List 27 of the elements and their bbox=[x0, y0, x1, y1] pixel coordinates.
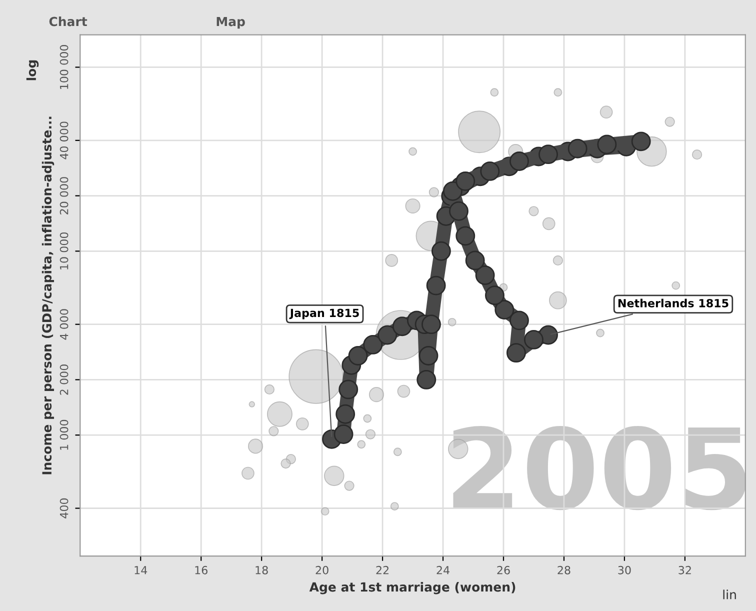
y-tick-label: 400 bbox=[60, 498, 68, 518]
x-tick-label: 18 bbox=[256, 566, 268, 574]
x-tick-label: 22 bbox=[376, 566, 388, 574]
x-tick-label: 30 bbox=[618, 566, 631, 574]
x-tick-label: 32 bbox=[678, 566, 691, 574]
x-tick-label: 14 bbox=[134, 566, 148, 574]
x-tick-label: 26 bbox=[497, 566, 510, 574]
text: lin bbox=[723, 590, 736, 600]
y-tick-label: 10 000 bbox=[60, 232, 68, 270]
x-axis-title: Age at 1st marriage (women) bbox=[309, 582, 516, 594]
text: log bbox=[26, 60, 39, 80]
y-tick-label: 20 000 bbox=[60, 177, 68, 214]
y-tick-label: 2 000 bbox=[60, 364, 68, 395]
annotation: Netherlands 1815 bbox=[618, 298, 728, 308]
y-tick-label: 4 000 bbox=[60, 309, 68, 340]
y-axis-title: Income per person (GDP/capita, inflation-adjuste... bbox=[42, 116, 54, 474]
text: Map bbox=[216, 16, 245, 29]
x-tick-label: 16 bbox=[195, 566, 208, 574]
y-tick-label: 40 000 bbox=[60, 122, 68, 160]
y-tick-label: 100 000 bbox=[60, 44, 68, 89]
annotation: 2005 bbox=[453, 426, 746, 510]
x-tick-label: 20 bbox=[316, 566, 328, 574]
x-tick-label: 28 bbox=[558, 566, 570, 574]
annotation: Japan 1815 bbox=[289, 308, 359, 320]
x-tick-label: 24 bbox=[436, 566, 450, 574]
text: Chart bbox=[49, 16, 88, 26]
y-tick-label: 1 000 bbox=[60, 420, 68, 450]
